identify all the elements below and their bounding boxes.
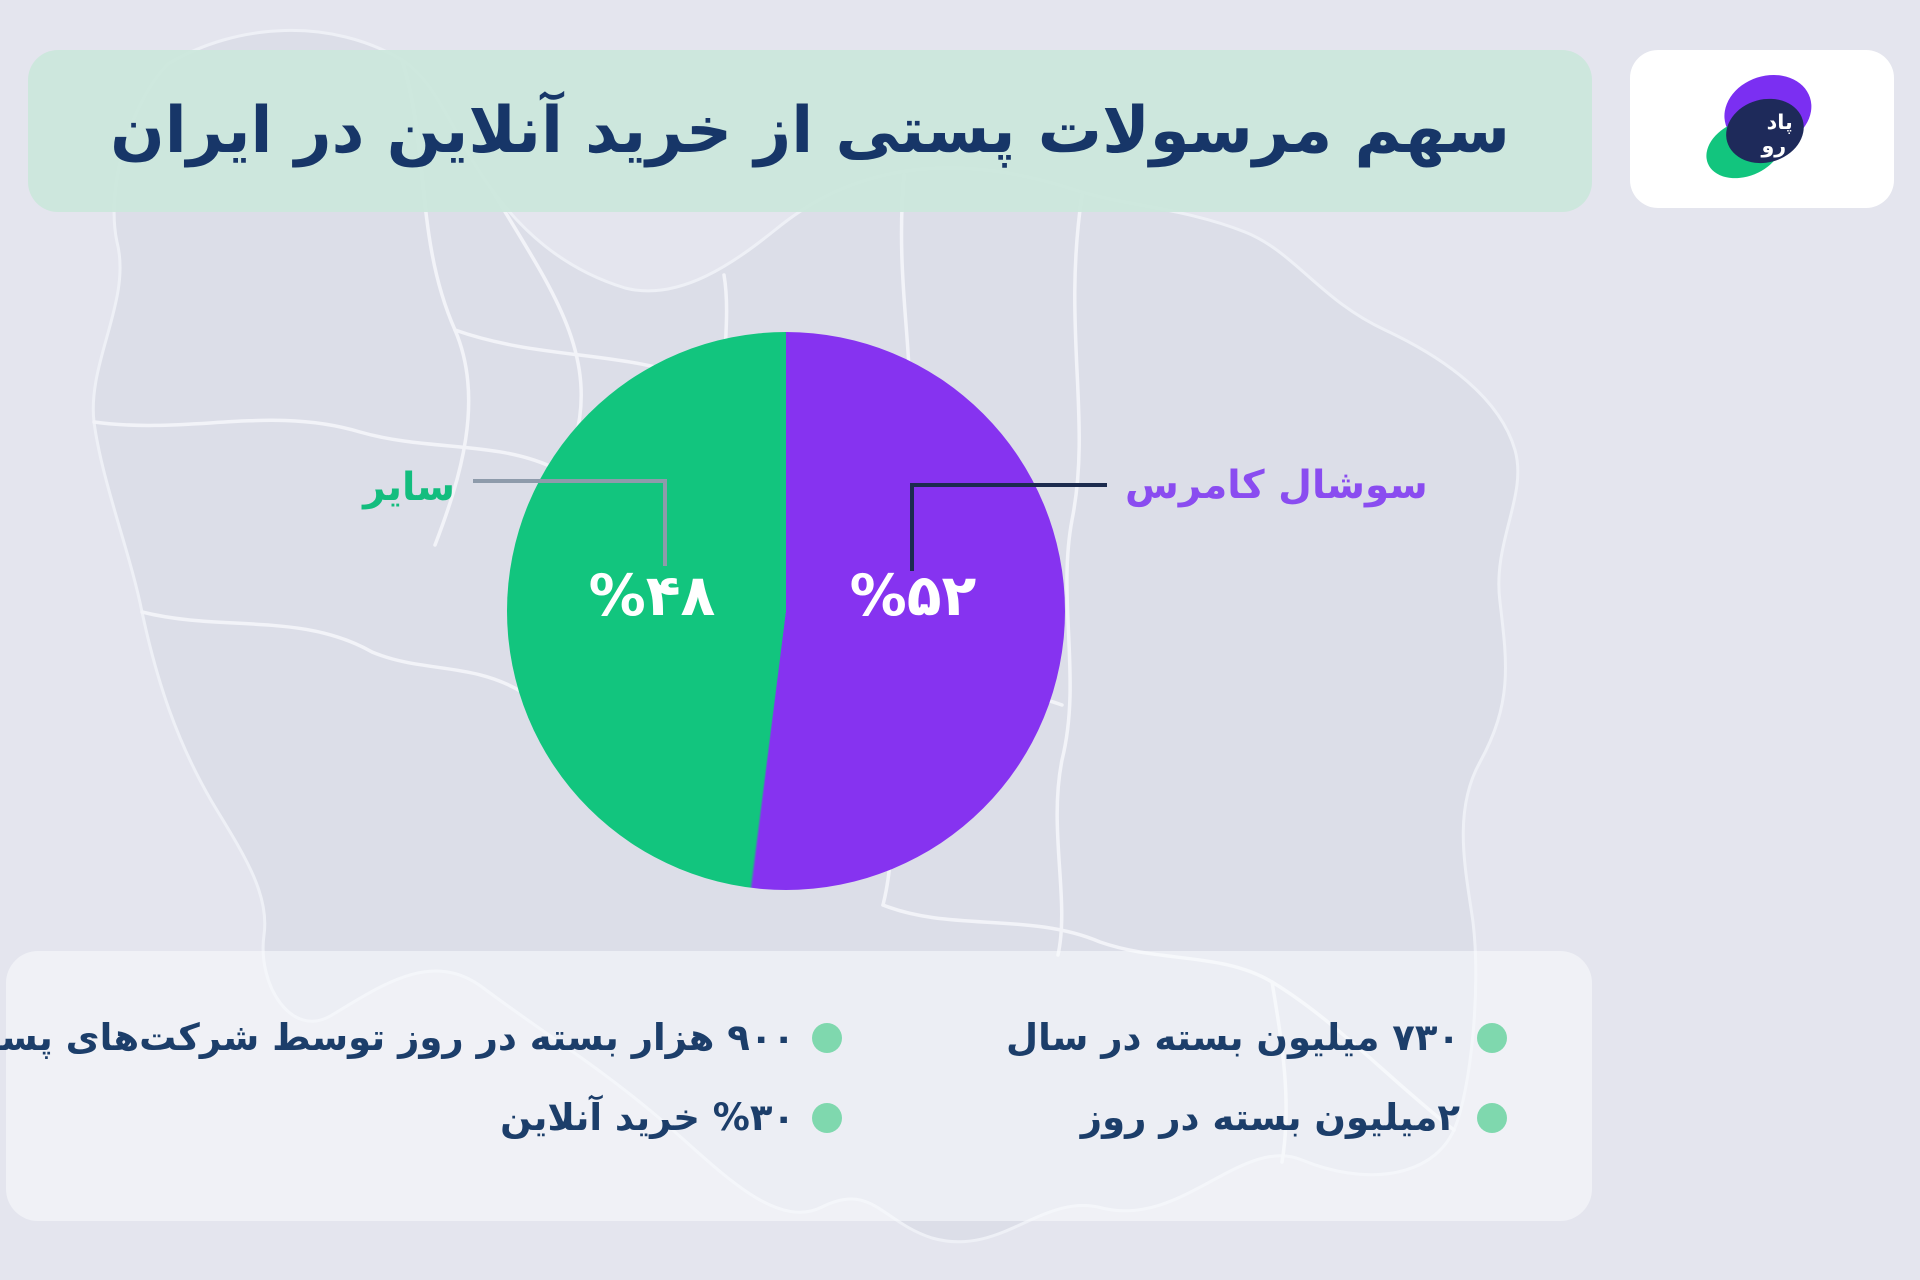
stat-text: ۹۰۰ هزار بسته در روز توسط شرکت‌های پستی	[0, 1015, 795, 1059]
pie-value-other: %۴۸	[588, 563, 716, 629]
callout-line-other	[473, 479, 667, 566]
stats-panel	[6, 951, 1592, 1221]
callout-line-social-commerce	[910, 483, 1107, 571]
bullet-dot-icon	[812, 1023, 842, 1053]
stat-item-daily-packages: ۲میلیون بسته در روز	[1081, 1096, 1507, 1140]
podro-logo-icon: پاد رو	[1706, 74, 1812, 179]
page-title: سهم مرسولات پستی از خرید آنلاین در ایران	[110, 94, 1510, 168]
logo-text-line2: رو	[1760, 134, 1786, 158]
logo-text-line1: پاد	[1767, 110, 1793, 134]
bullet-dot-icon	[812, 1103, 842, 1133]
pie-label-other: سایر	[363, 465, 455, 510]
pie-chart	[507, 332, 1065, 890]
stat-item-yearly-packages: ۷۳۰ میلیون بسته در سال	[1006, 1016, 1507, 1060]
stat-item-online-share: %۳۰ خرید آنلاین	[500, 1096, 842, 1140]
pie-value-social-commerce: %۵۲	[849, 563, 977, 629]
stat-item-postal-companies: ۹۰۰ هزار بسته در روز توسط شرکت‌های پستی	[0, 1016, 842, 1060]
stat-text: %۳۰ خرید آنلاین	[500, 1095, 795, 1139]
title-banner: سهم مرسولات پستی از خرید آنلاین در ایران	[28, 50, 1592, 212]
pie-label-social-commerce: سوشال کامرس	[1125, 463, 1428, 508]
logo-card: پاد رو	[1630, 50, 1894, 208]
stat-text: ۲میلیون بسته در روز	[1080, 1095, 1460, 1139]
bullet-dot-icon	[1477, 1023, 1507, 1053]
bullet-dot-icon	[1477, 1103, 1507, 1133]
stat-text: ۷۳۰ میلیون بسته در سال	[1005, 1015, 1460, 1059]
